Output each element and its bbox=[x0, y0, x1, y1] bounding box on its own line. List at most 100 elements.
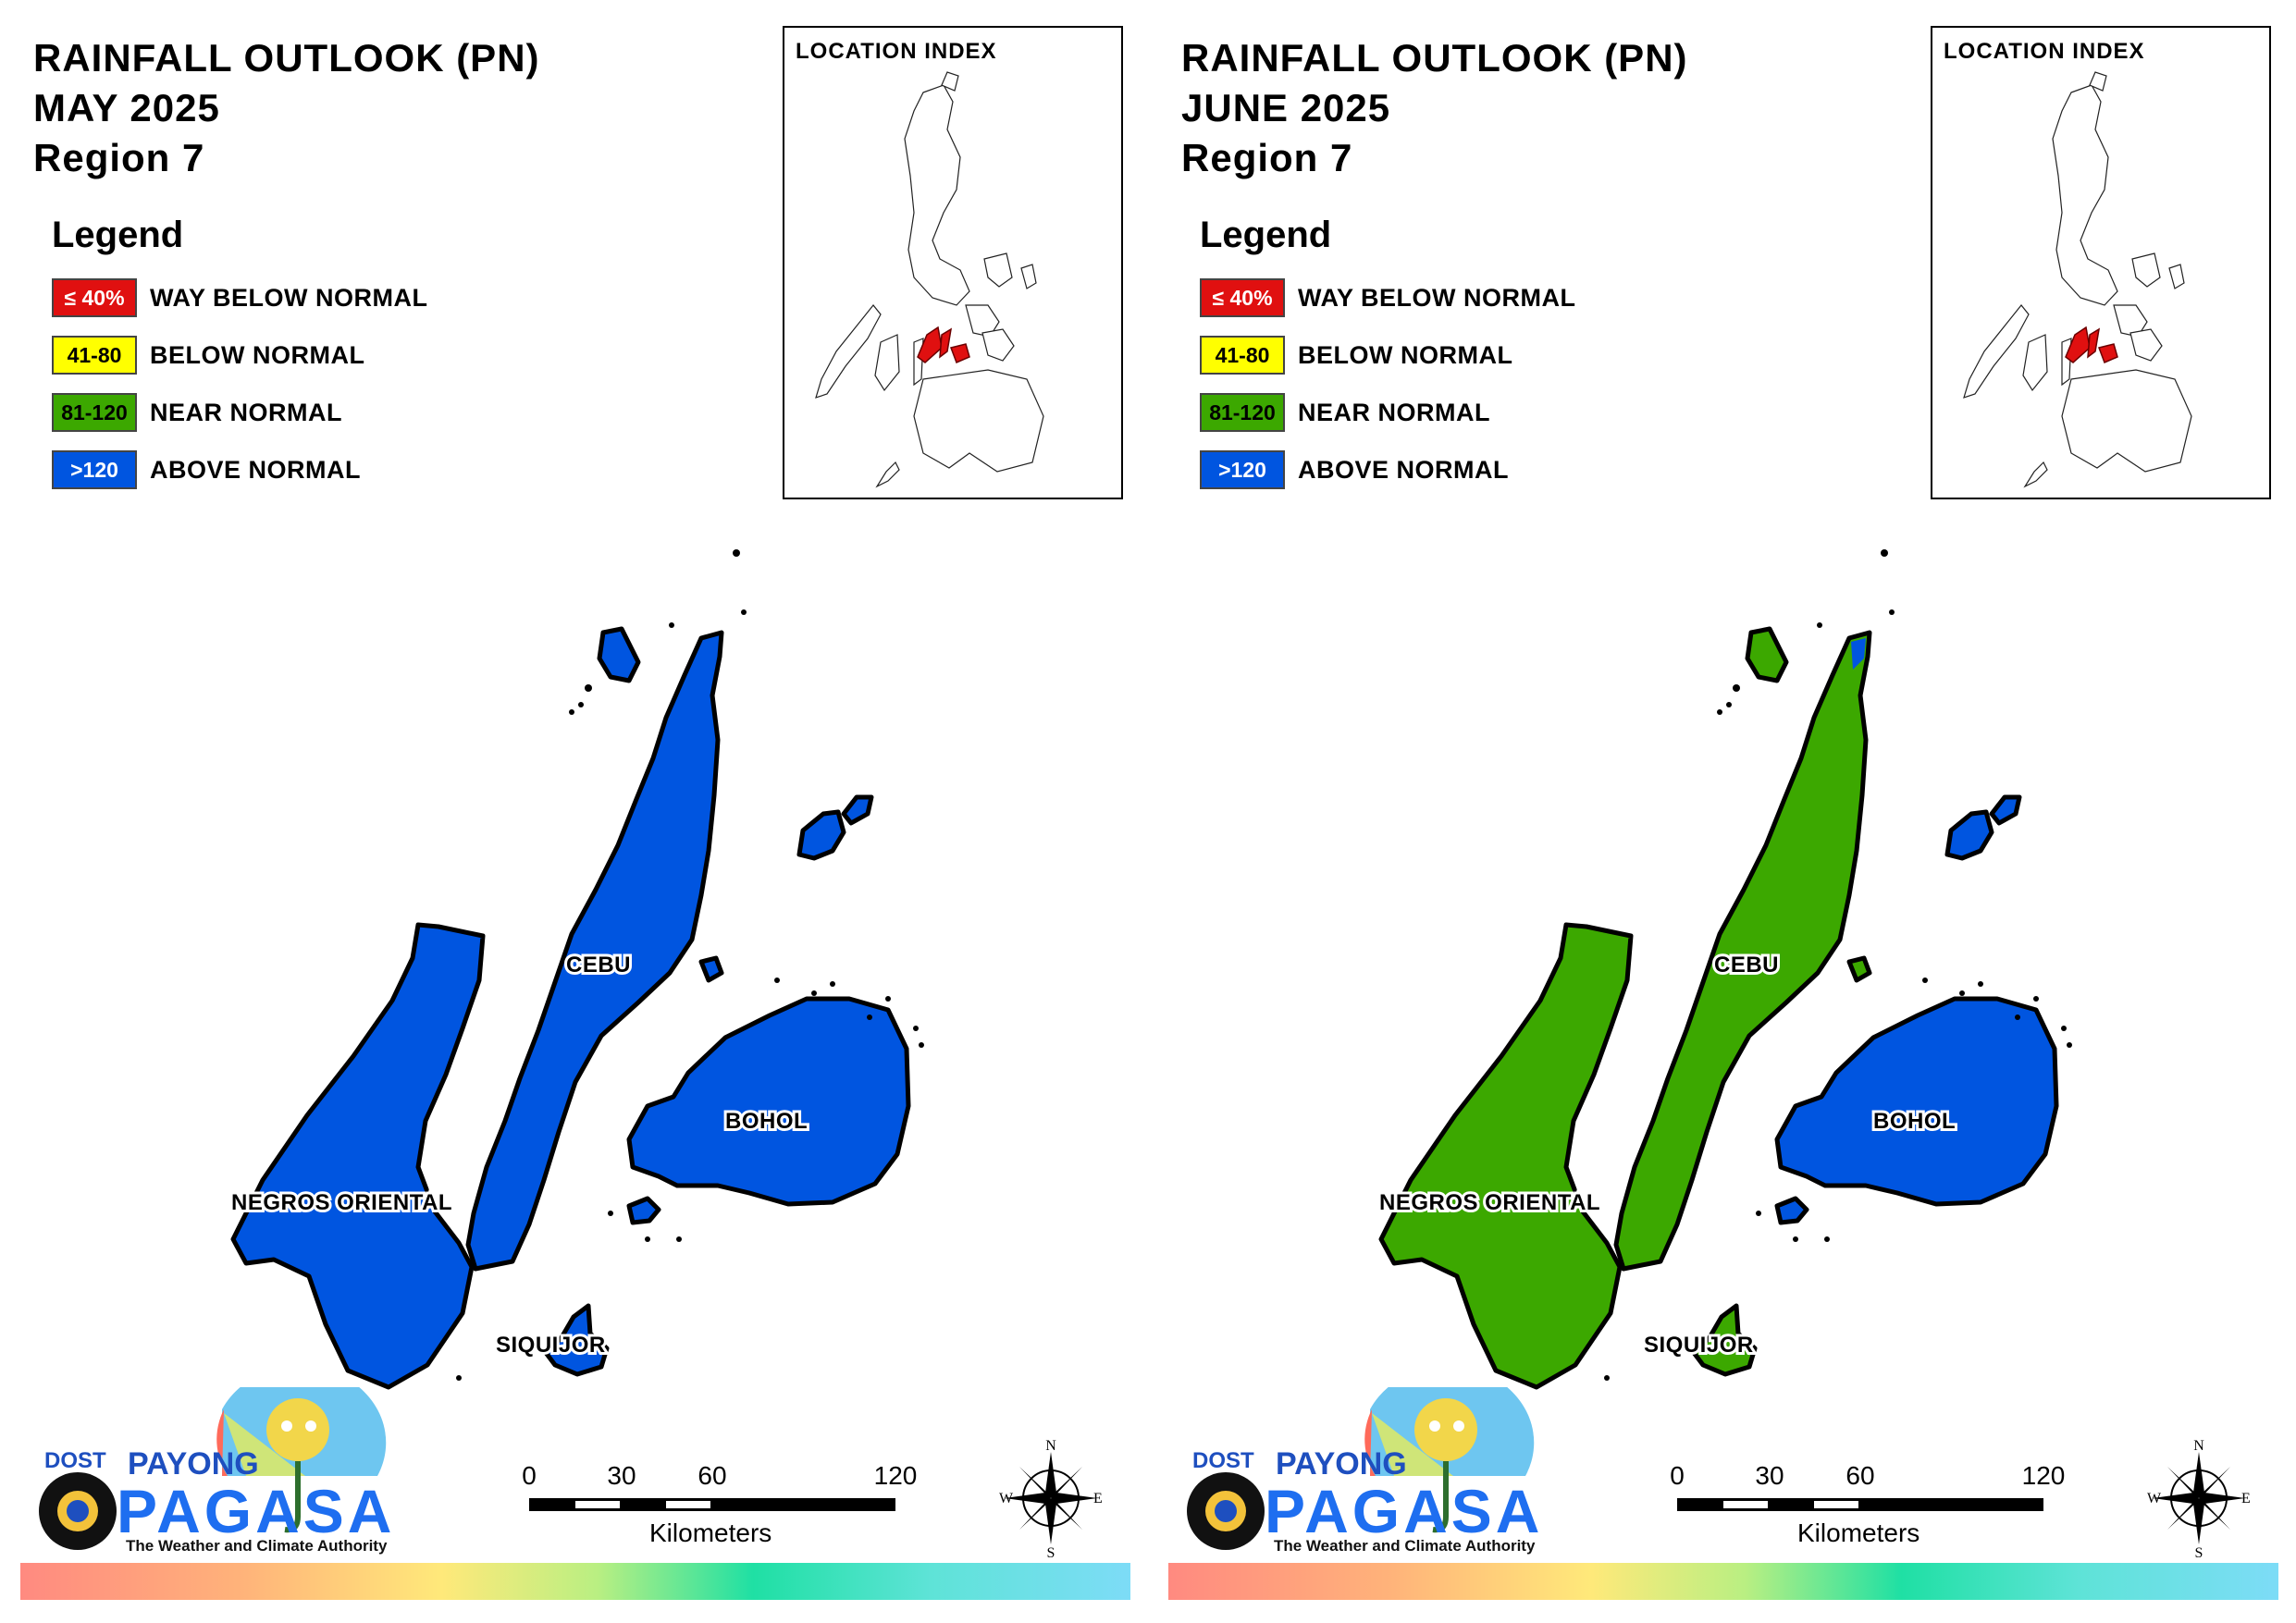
compass-e: E bbox=[2241, 1491, 2251, 1506]
region-camotes bbox=[796, 809, 846, 861]
label-bohol: BOHOL bbox=[1873, 1109, 1956, 1134]
legend-label: WAY BELOW NORMAL bbox=[150, 283, 428, 312]
map-title: RAINFALL OUTLOOK (PN) MAY 2025 Region 7 bbox=[33, 33, 540, 183]
scale-tick: 60 bbox=[697, 1461, 727, 1490]
rainbow-bar bbox=[20, 1563, 1130, 1600]
compass-n: N bbox=[1045, 1439, 1056, 1454]
compass-e: E bbox=[1093, 1491, 1103, 1506]
philippines-locator-map bbox=[1963, 71, 2192, 488]
label-siquijor: SIQUIJOR bbox=[496, 1333, 606, 1358]
label-cebu: CEBU bbox=[1714, 953, 1779, 977]
umbrella-icon bbox=[1187, 1387, 1535, 1550]
region-olango bbox=[698, 955, 724, 983]
scale-bar: 0 30 60 120 Kilometers bbox=[1670, 1461, 2065, 1554]
region-bantayan bbox=[1745, 626, 1789, 683]
scale-tick: 30 bbox=[607, 1461, 636, 1490]
legend-item-below: 41-80 BELOW NORMAL bbox=[1200, 326, 1576, 384]
logo-tagline: The Weather and Climate Authority bbox=[1274, 1537, 1536, 1555]
scale-bar-graphic bbox=[1677, 1498, 2043, 1511]
rainbow-bar bbox=[1168, 1563, 2278, 1600]
scale-tick: 60 bbox=[1845, 1461, 1875, 1490]
legend-swatch: >120 bbox=[52, 450, 137, 489]
region-7-map: CEBU BOHOL NEGROS ORIENTAL SIQUIJOR bbox=[228, 549, 924, 1390]
logo-dost: DOST bbox=[1192, 1448, 1254, 1473]
outlook-panel-june: RAINFALL OUTLOOK (PN) JUNE 2025 Region 7… bbox=[1148, 0, 2296, 1623]
region-bohol bbox=[1774, 996, 2059, 1207]
legend: Legend ≤ 40% WAY BELOW NORMAL 41-80 BELO… bbox=[52, 215, 428, 498]
compass-rose-icon: N S W E bbox=[999, 1438, 1103, 1561]
title-line-3: Region 7 bbox=[1181, 136, 1353, 179]
scale-unit: Kilometers bbox=[649, 1518, 772, 1547]
pagasa-logo: DOST PAYONG PAGASA The Weather and Clima… bbox=[1176, 1387, 1546, 1572]
logo-payong: PAYONG bbox=[1276, 1446, 1407, 1482]
legend-label: ABOVE NORMAL bbox=[150, 455, 361, 484]
legend-swatch: ≤ 40% bbox=[52, 278, 137, 317]
legend-heading: Legend bbox=[52, 215, 184, 255]
region-bohol bbox=[626, 996, 911, 1207]
location-index-inset: LOCATION INDEX bbox=[783, 26, 1123, 499]
region-siquijor bbox=[541, 1303, 610, 1377]
region-olango bbox=[1846, 955, 1872, 983]
region-cebu bbox=[465, 630, 724, 1272]
scale-bar-graphic bbox=[529, 1498, 895, 1511]
scale-bar: 0 30 60 120 Kilometers bbox=[522, 1461, 917, 1554]
north-arrow: N S W E bbox=[2143, 1438, 2254, 1561]
compass-w: W bbox=[999, 1491, 1014, 1506]
legend-label: BELOW NORMAL bbox=[150, 340, 365, 369]
title-line-2: JUNE 2025 bbox=[1181, 86, 1391, 129]
scale-tick: 30 bbox=[1755, 1461, 1784, 1490]
region-negros-oriental bbox=[230, 922, 486, 1390]
region-7-map: CEBU BOHOL NEGROS ORIENTAL SIQUIJOR bbox=[1376, 549, 2072, 1390]
legend-swatch: 81-120 bbox=[1200, 393, 1285, 432]
scale-tick: 120 bbox=[873, 1461, 918, 1490]
region-camotes bbox=[1944, 809, 1994, 861]
compass-s: S bbox=[2195, 1545, 2203, 1559]
legend-item-above: >120 ABOVE NORMAL bbox=[1200, 441, 1576, 498]
region-bantayan bbox=[597, 626, 641, 683]
north-arrow: N S W E bbox=[995, 1438, 1106, 1561]
umbrella-icon bbox=[39, 1387, 387, 1550]
title-line-3: Region 7 bbox=[33, 136, 205, 179]
compass-n: N bbox=[2193, 1439, 2204, 1454]
label-bohol: BOHOL bbox=[725, 1109, 808, 1134]
logo-tagline: The Weather and Climate Authority bbox=[126, 1537, 388, 1555]
map-title: RAINFALL OUTLOOK (PN) JUNE 2025 Region 7 bbox=[1181, 33, 1688, 183]
region-north-cebu-tip bbox=[1851, 638, 1866, 670]
legend: Legend ≤ 40% WAY BELOW NORMAL 41-80 BELO… bbox=[1200, 215, 1576, 498]
region-negros-oriental bbox=[1378, 922, 1634, 1390]
label-siquijor: SIQUIJOR bbox=[1644, 1333, 1754, 1358]
legend-item-above: >120 ABOVE NORMAL bbox=[52, 441, 428, 498]
compass-w: W bbox=[2147, 1491, 2162, 1506]
region-camotes-2 bbox=[841, 794, 874, 826]
title-line-1: RAINFALL OUTLOOK (PN) bbox=[1181, 36, 1688, 80]
label-negros-oriental: NEGROS ORIENTAL bbox=[1379, 1190, 1600, 1215]
logo-dost: DOST bbox=[44, 1448, 106, 1473]
compass-s: S bbox=[1047, 1545, 1055, 1559]
legend-label: BELOW NORMAL bbox=[1298, 340, 1513, 369]
legend-label: WAY BELOW NORMAL bbox=[1298, 283, 1576, 312]
legend-item-near: 81-120 NEAR NORMAL bbox=[1200, 384, 1576, 441]
legend-item-near: 81-120 NEAR NORMAL bbox=[52, 384, 428, 441]
inset-title: LOCATION INDEX bbox=[796, 39, 997, 64]
logo-pagasa: PAGASA bbox=[1265, 1477, 1544, 1545]
scale-tick: 120 bbox=[2021, 1461, 2066, 1490]
location-index-inset: LOCATION INDEX bbox=[1931, 26, 2271, 499]
philippines-locator-map bbox=[815, 71, 1044, 488]
scale-unit: Kilometers bbox=[1797, 1518, 1920, 1547]
legend-item-way-below: ≤ 40% WAY BELOW NORMAL bbox=[1200, 269, 1576, 326]
legend-swatch: 81-120 bbox=[52, 393, 137, 432]
label-cebu: CEBU bbox=[566, 953, 631, 977]
label-negros-oriental: NEGROS ORIENTAL bbox=[231, 1190, 452, 1215]
legend-swatch: ≤ 40% bbox=[1200, 278, 1285, 317]
region-camotes-2 bbox=[1989, 794, 2022, 826]
legend-heading: Legend bbox=[1200, 215, 1332, 255]
inset-title: LOCATION INDEX bbox=[1944, 39, 2145, 64]
region-siquijor bbox=[1689, 1303, 1758, 1377]
region-cabilao bbox=[1774, 1196, 1809, 1225]
region-cabilao bbox=[626, 1196, 661, 1225]
title-line-2: MAY 2025 bbox=[33, 86, 220, 129]
legend-item-way-below: ≤ 40% WAY BELOW NORMAL bbox=[52, 269, 428, 326]
legend-swatch: 41-80 bbox=[52, 336, 137, 375]
legend-label: NEAR NORMAL bbox=[1298, 398, 1490, 426]
scale-tick: 0 bbox=[522, 1461, 537, 1490]
